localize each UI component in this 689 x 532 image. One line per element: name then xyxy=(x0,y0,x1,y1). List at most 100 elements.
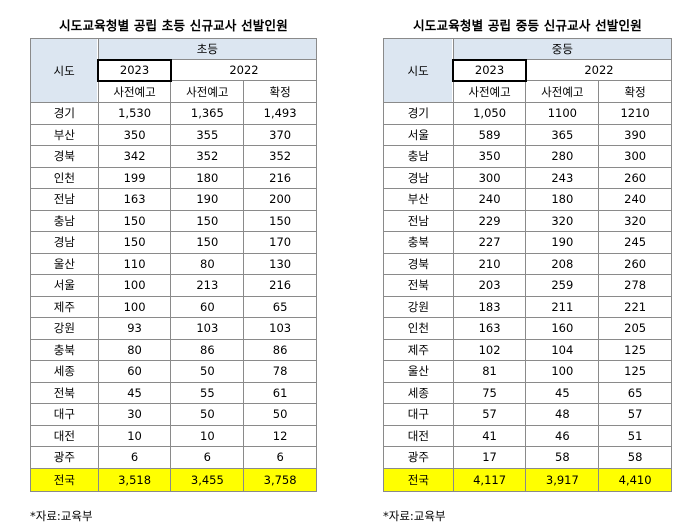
cell-2022-confirmed: 260 xyxy=(598,166,672,189)
header-year-2022: 2022 xyxy=(525,59,672,81)
cell-2023-preannounced: 93 xyxy=(97,317,172,340)
table-row: 울산 110 80 130 xyxy=(30,252,317,275)
header-col-preannounced-2022: 사전예고 xyxy=(525,80,600,103)
cell-2022-preannounced: 243 xyxy=(525,166,600,189)
elementary-table: 시도 초등 2023 2022 사전예고 사전예고 확정 경기 1,530 1,36… xyxy=(30,38,318,492)
table-row: 광주 17 58 58 xyxy=(383,446,672,469)
table-row: 전북 203 259 278 xyxy=(383,274,672,297)
cell-2022-preannounced: 208 xyxy=(525,252,600,275)
cell-2023-preannounced: 150 xyxy=(97,231,172,254)
table-row: 광주 6 6 6 xyxy=(30,446,317,469)
cell-2023-preannounced: 102 xyxy=(452,338,527,361)
total-row: 전국 3,518 3,455 3,758 xyxy=(30,467,317,492)
cell-region: 울산 xyxy=(383,360,454,383)
cell-2022-confirmed: 78 xyxy=(243,360,317,383)
table-row: 충북 80 86 86 xyxy=(30,338,317,361)
cell-2023-preannounced: 203 xyxy=(452,274,527,297)
cell-2023-preannounced: 100 xyxy=(97,295,172,318)
total-row: 전국 4,117 3,917 4,410 xyxy=(383,467,672,492)
total-cell-2022-preannounced: 3,455 xyxy=(170,467,245,492)
table-row: 대전 41 46 51 xyxy=(383,424,672,447)
cell-2023-preannounced: 45 xyxy=(97,381,172,404)
table-row: 울산 81 100 125 xyxy=(383,360,672,383)
cell-2023-preannounced: 589 xyxy=(452,123,527,146)
cell-2022-confirmed: 6 xyxy=(243,446,317,469)
cell-2023-preannounced: 10 xyxy=(97,424,172,447)
total-cell-region: 전국 xyxy=(383,467,454,492)
cell-2022-confirmed: 300 xyxy=(598,145,672,168)
cell-region: 강원 xyxy=(30,317,99,340)
cell-region: 전북 xyxy=(383,274,454,297)
cell-2022-confirmed: 125 xyxy=(598,338,672,361)
cell-2022-confirmed: 205 xyxy=(598,317,672,340)
cell-2022-preannounced: 280 xyxy=(525,145,600,168)
source-note: *자료:교육부 xyxy=(30,509,93,523)
cell-region: 제주 xyxy=(30,295,99,318)
cell-2022-preannounced: 46 xyxy=(525,424,600,447)
cell-region: 인천 xyxy=(30,166,99,189)
header-col-preannounced-2022: 사전예고 xyxy=(170,80,245,103)
table-row: 경기 1,530 1,365 1,493 xyxy=(30,102,317,125)
cell-2022-confirmed: 50 xyxy=(243,403,317,426)
cell-2022-preannounced: 1,365 xyxy=(170,102,245,125)
header-level: 초등 xyxy=(97,38,318,60)
cell-region: 대전 xyxy=(383,424,454,447)
cell-2022-preannounced: 190 xyxy=(170,188,245,211)
cell-region: 세종 xyxy=(383,381,454,404)
cell-region: 광주 xyxy=(30,446,99,469)
cell-2023-preannounced: 350 xyxy=(452,145,527,168)
cell-2023-preannounced: 199 xyxy=(97,166,172,189)
table-row: 인천 163 160 205 xyxy=(383,317,672,340)
cell-2023-preannounced: 163 xyxy=(452,317,527,340)
header-level: 중등 xyxy=(452,38,673,60)
cell-region: 인천 xyxy=(383,317,454,340)
total-cell-2022-confirmed: 4,410 xyxy=(598,467,672,492)
cell-2023-preannounced: 210 xyxy=(452,252,527,275)
table-row: 서울 589 365 390 xyxy=(383,123,672,146)
source-note: *자료:교육부 xyxy=(383,509,446,523)
cell-2022-preannounced: 86 xyxy=(170,338,245,361)
cell-2022-preannounced: 48 xyxy=(525,403,600,426)
header-year-2022: 2022 xyxy=(170,59,317,81)
cell-2022-confirmed: 103 xyxy=(243,317,317,340)
cell-2023-preannounced: 41 xyxy=(452,424,527,447)
cell-2022-preannounced: 55 xyxy=(170,381,245,404)
table-row: 제주 100 60 65 xyxy=(30,295,317,318)
table-row: 대구 30 50 50 xyxy=(30,403,317,426)
cell-region: 충북 xyxy=(383,231,454,254)
cell-2023-preannounced: 1,050 xyxy=(452,102,527,125)
cell-2022-confirmed: 245 xyxy=(598,231,672,254)
header-col-confirmed-2022: 확정 xyxy=(598,80,672,103)
cell-2023-preannounced: 6 xyxy=(97,446,172,469)
cell-2022-preannounced: 365 xyxy=(525,123,600,146)
cell-2022-preannounced: 259 xyxy=(525,274,600,297)
cell-2023-preannounced: 227 xyxy=(452,231,527,254)
cell-2022-confirmed: 1210 xyxy=(598,102,672,125)
table-row: 경남 150 150 170 xyxy=(30,231,317,254)
table-row: 충남 150 150 150 xyxy=(30,209,317,232)
table-row: 부산 240 180 240 xyxy=(383,188,672,211)
table-row: 전북 45 55 61 xyxy=(30,381,317,404)
total-cell-2022-confirmed: 3,758 xyxy=(243,467,317,492)
cell-region: 경기 xyxy=(383,102,454,125)
table-row: 전남 163 190 200 xyxy=(30,188,317,211)
cell-2022-preannounced: 104 xyxy=(525,338,600,361)
table-row: 부산 350 355 370 xyxy=(30,123,317,146)
cell-region: 대전 xyxy=(30,424,99,447)
cell-2022-preannounced: 100 xyxy=(525,360,600,383)
cell-2022-confirmed: 1,493 xyxy=(243,102,317,125)
table-row: 대구 57 48 57 xyxy=(383,403,672,426)
cell-region: 전북 xyxy=(30,381,99,404)
header-col-preannounced-2023: 사전예고 xyxy=(452,80,527,103)
cell-2022-confirmed: 352 xyxy=(243,145,317,168)
cell-2022-confirmed: 200 xyxy=(243,188,317,211)
cell-2023-preannounced: 300 xyxy=(452,166,527,189)
cell-2022-confirmed: 278 xyxy=(598,274,672,297)
cell-region: 부산 xyxy=(30,123,99,146)
cell-2022-confirmed: 65 xyxy=(243,295,317,318)
table-row: 충북 227 190 245 xyxy=(383,231,672,254)
cell-2022-confirmed: 216 xyxy=(243,274,317,297)
table-row: 경북 342 352 352 xyxy=(30,145,317,168)
header-col-preannounced-2023: 사전예고 xyxy=(97,80,172,103)
total-cell-2022-preannounced: 3,917 xyxy=(525,467,600,492)
